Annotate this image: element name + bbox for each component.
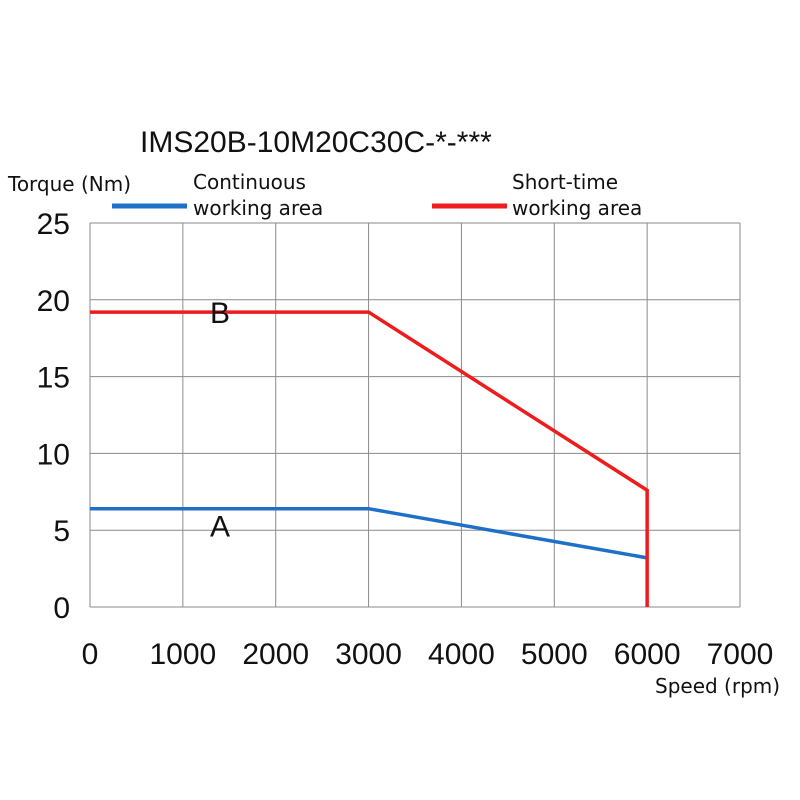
x-tick-2000: 2000 (242, 638, 309, 671)
x-tick-0: 0 (82, 638, 99, 671)
legend-label-short-time-line1: Short-time (512, 170, 618, 194)
x-tick-1000: 1000 (149, 638, 216, 671)
x-tick-4000: 4000 (428, 638, 495, 671)
y-tick-0: 0 (53, 592, 70, 625)
grid (89, 222, 741, 608)
x-tick-7000: 7000 (707, 638, 774, 671)
y-tick-15: 15 (37, 362, 70, 395)
x-tick-5000: 5000 (521, 638, 588, 671)
x-axis-label: Speed (rpm) (655, 674, 780, 698)
curve-label-short-time: B (210, 297, 230, 330)
series-lines (90, 310, 649, 607)
legend-label-continuous-line1: Continuous (193, 170, 306, 194)
curve-labels: AB (210, 297, 230, 544)
legend-label-short-time-line2: working area (512, 196, 642, 220)
x-tick-6000: 6000 (614, 638, 681, 671)
curve-label-continuous: A (210, 511, 230, 544)
chart-title: IMS20B-10M20C30C-*-*** (140, 126, 492, 159)
y-tick-10: 10 (37, 438, 70, 471)
y-tick-25: 25 (37, 208, 70, 241)
y-tick-5: 5 (53, 515, 70, 548)
series-line-continuous (90, 506, 648, 560)
legend-label-continuous-line2: working area (193, 196, 323, 220)
series-line-short-time (90, 310, 649, 607)
x-tick-labels: 0 1000 2000 3000 4000 5000 6000 7000 (82, 638, 774, 671)
y-tick-labels: 0 5 10 15 20 25 (37, 208, 70, 625)
y-tick-20: 20 (37, 285, 70, 318)
y-axis-label: Torque (Nm) (7, 172, 131, 196)
legend: Continuous working area Short-time worki… (112, 170, 642, 220)
x-tick-3000: 3000 (335, 638, 402, 671)
